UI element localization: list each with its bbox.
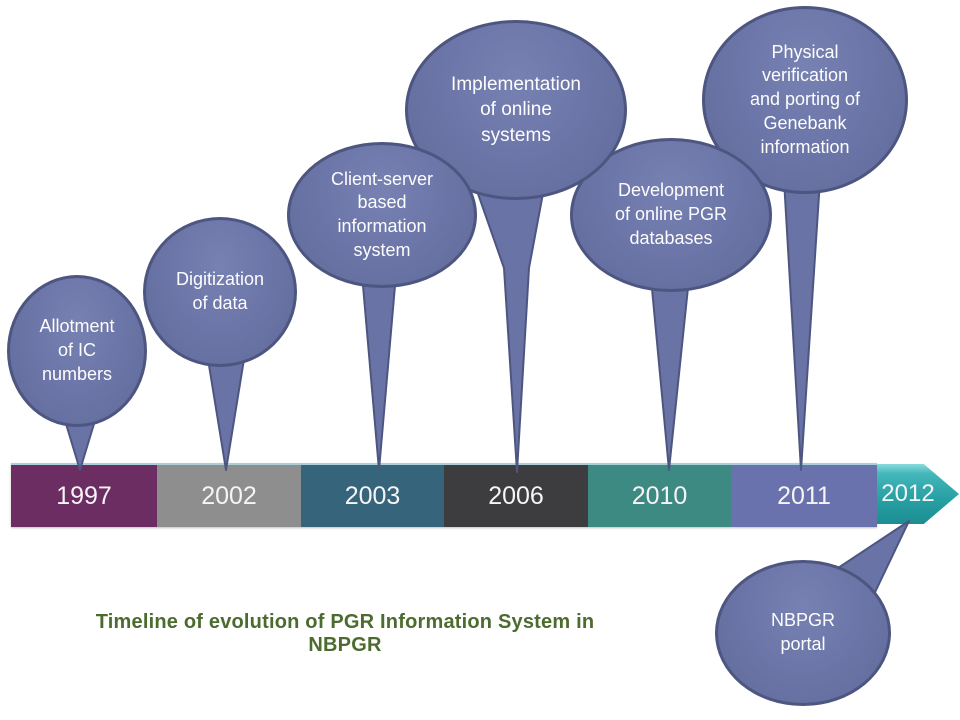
- year-label: 1997: [56, 481, 112, 510]
- timeline-segment-1997: 1997: [11, 465, 157, 527]
- balloon-nbpgr-portal: NBPGR portal: [715, 560, 891, 706]
- tail-2011-pointer: [783, 179, 821, 471]
- balloon-text: Implementation of online systems: [451, 74, 581, 146]
- tail-2002-pointer: [206, 352, 246, 471]
- year-label: 2006: [488, 481, 544, 510]
- timeline-segment-2002: 2002: [157, 465, 301, 527]
- timeline-segment-2011: 2011: [731, 465, 877, 527]
- timeline-segment-2003: 2003: [301, 465, 444, 527]
- balloon-physical-verification: Physical verification and porting of Gen…: [702, 6, 908, 194]
- balloon-text: Digitization of data: [175, 269, 265, 313]
- balloon-text: Allotment of IC numbers: [39, 316, 115, 384]
- year-label: 2010: [631, 481, 688, 510]
- balloon-online-pgr-databases: Development of online PGR databases: [570, 138, 772, 292]
- balloon-text: Development of online PGR databases: [614, 180, 728, 248]
- timeline-segment-2006: 2006: [444, 465, 588, 527]
- timeline-bar: 1997 2002 2003 2006 2010 2011: [11, 463, 877, 527]
- balloon-text: Physical verification and porting of Gen…: [749, 41, 861, 157]
- timeline-arrow-segment-2012: 2012: [877, 464, 959, 524]
- timeline-segment-2010: 2010: [588, 465, 731, 527]
- tail-2010-pointer: [650, 277, 690, 471]
- balloon-allotment-ic-numbers: Allotment of IC numbers: [7, 275, 147, 427]
- balloon-client-server-system: Client-server based information system: [287, 142, 477, 288]
- year-label: 2011: [777, 481, 831, 510]
- year-label: 2012: [881, 480, 935, 507]
- balloon-text: NBPGR portal: [770, 610, 835, 654]
- balloon-text: Client-server based information system: [330, 168, 434, 260]
- tail-2003-pointer: [361, 273, 397, 471]
- tail-2006-pointer: [475, 187, 545, 473]
- year-label: 2002: [201, 481, 257, 510]
- year-label: 2003: [344, 481, 401, 510]
- slide-caption: Timeline of evolution of PGR Information…: [95, 611, 595, 656]
- balloon-digitization-of-data: Digitization of data: [143, 217, 297, 367]
